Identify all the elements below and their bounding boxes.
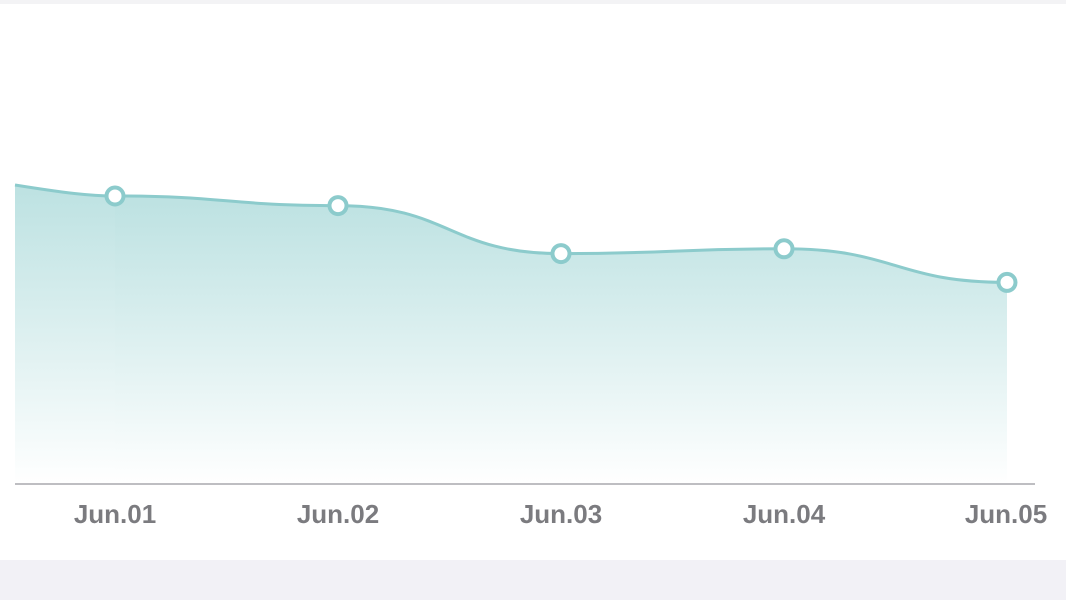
x-tick-label: Jun.03 [520, 499, 602, 529]
point [773, 238, 795, 260]
x-tick-label: Jun.04 [743, 499, 826, 529]
point [327, 195, 349, 217]
top-divider [0, 0, 1066, 4]
point [550, 243, 572, 265]
point [104, 185, 126, 207]
area-lead-in [15, 185, 115, 484]
x-tick-label: Jun.05 [965, 499, 1047, 529]
x-tick-label: Jun.02 [297, 499, 379, 529]
area-fill [115, 196, 1007, 484]
plot: Jun.01 Jun.02 Jun.03 Jun.04 Jun.05 [14, 183, 1047, 529]
x-tick-label: Jun.01 [74, 499, 156, 529]
bottom-band [0, 560, 1066, 600]
point [996, 271, 1018, 293]
